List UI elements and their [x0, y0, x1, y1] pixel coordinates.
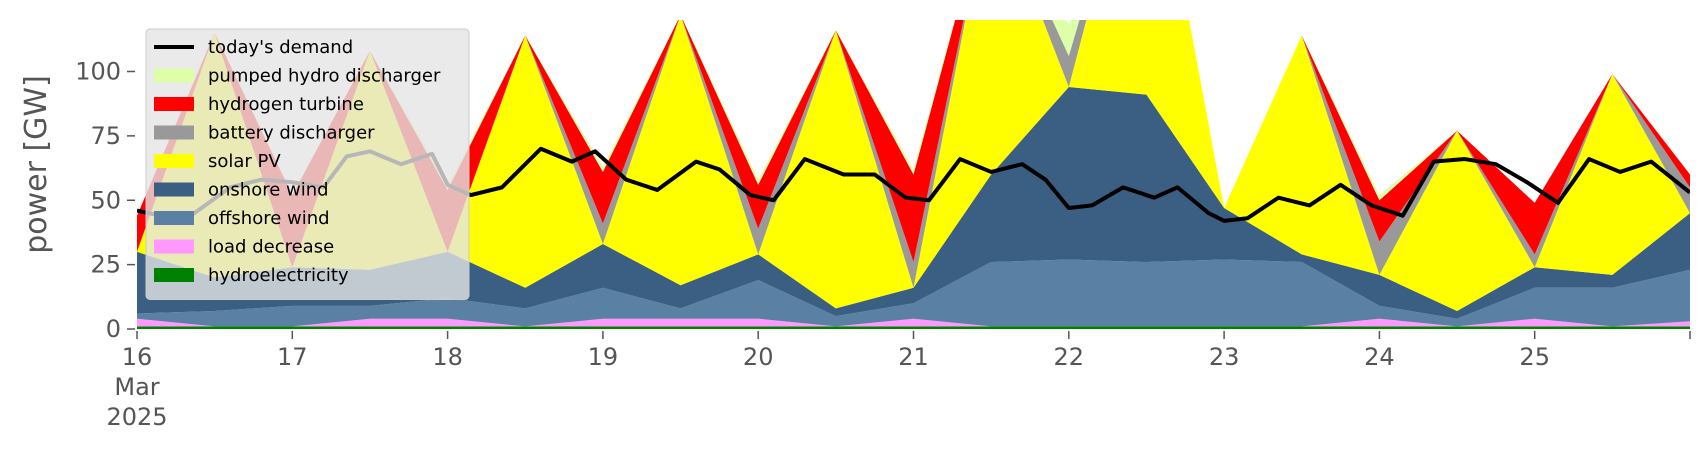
- legend-label-today-s-demand: today's demand: [208, 37, 353, 58]
- x-month-label: Mar: [114, 373, 159, 401]
- x-tick-label: 19: [588, 343, 619, 371]
- area-hydroelectricity: [137, 326, 1690, 329]
- area-battery-discharger: [137, 20, 1690, 288]
- legend: today's demand pumped hydro discharger hyd…: [145, 28, 470, 300]
- y-tick-label: 50: [90, 186, 121, 214]
- x-tick-label: 24: [1364, 343, 1395, 371]
- area-onshore-wind: [137, 86, 1690, 319]
- legend-label-battery-discharger: battery discharger: [208, 123, 375, 144]
- area-solar-pv: [137, 20, 1690, 311]
- legend-swatch-pumped-hydro-discharger: [154, 68, 194, 83]
- legend-swatch-load-decrease: [154, 239, 194, 254]
- x-tick-label: 20: [743, 343, 774, 371]
- legend-swatch-solar-pv: [154, 154, 194, 168]
- legend-label-solar-pv: solar PV: [208, 151, 281, 172]
- legend-label-pumped-hydro-discharger: pumped hydro discharger: [208, 66, 441, 87]
- y-tick-label: 25: [90, 251, 121, 279]
- legend-swatch-onshore-wind: [154, 182, 194, 197]
- legend-swatch-hydrogen-turbine: [154, 97, 194, 111]
- x-tick-label: 23: [1209, 343, 1240, 371]
- legend-swatch-offshore-wind: [154, 211, 194, 225]
- x-tick-label: 22: [1054, 343, 1085, 371]
- area-offshore-wind: [137, 259, 1690, 327]
- legend-label-onshore-wind: onshore wind: [208, 180, 329, 201]
- y-tick-label: 0: [106, 315, 121, 343]
- x-tick-label: 16: [122, 343, 153, 371]
- y-tick-label: 75: [90, 122, 121, 150]
- y-tick-label: 100: [75, 58, 121, 86]
- legend-swatch-hydroelectricity: [154, 268, 194, 282]
- x-tick-label: 18: [432, 343, 463, 371]
- legend-label-hydrogen-turbine: hydrogen turbine: [208, 94, 364, 115]
- legend-box: [145, 28, 470, 300]
- y-axis-title: power [GW]: [19, 75, 54, 254]
- legend-label-offshore-wind: offshore wind: [208, 208, 330, 229]
- x-tick-label: 17: [277, 343, 308, 371]
- area-load-decrease: [137, 318, 1690, 327]
- x-tick-label: 21: [898, 343, 929, 371]
- x-year-label: 2025: [106, 403, 167, 431]
- legend-label-load-decrease: load decrease: [208, 237, 334, 258]
- x-tick-label: 25: [1519, 343, 1550, 371]
- legend-label-hydroelectricity: hydroelectricity: [208, 265, 349, 286]
- legend-swatch-battery-discharger: [154, 125, 194, 140]
